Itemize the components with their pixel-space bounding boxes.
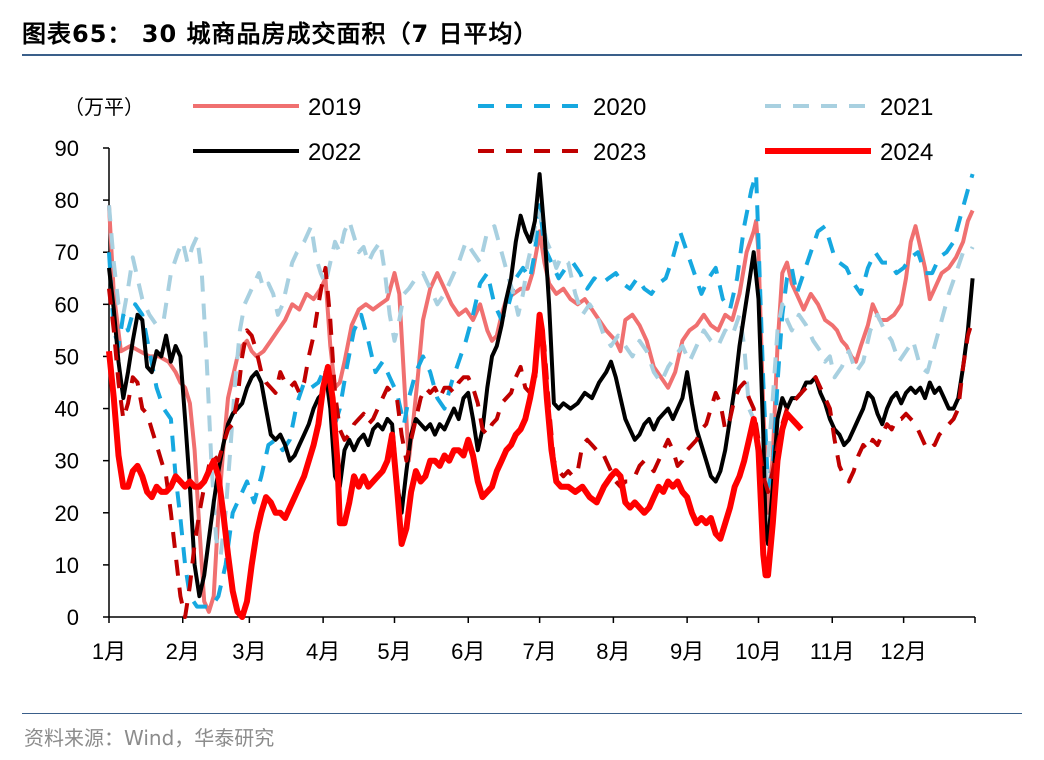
y-tick-label: 0: [67, 605, 79, 630]
y-tick-label: 10: [55, 553, 79, 578]
legend-label-2020: 2020: [593, 94, 646, 121]
x-tick-label: 11月: [810, 639, 855, 664]
x-axis: 1月 2月 3月 4月 5月 6月 7月 8月 9月 10月 11月 12月: [92, 616, 976, 664]
y-tick-label: 50: [55, 344, 79, 369]
legend-label-2019: 2019: [308, 94, 361, 121]
plot-area: [106, 172, 975, 620]
figure-title: 图表65： 30 城商品房成交面积（7 日平均）: [22, 20, 539, 48]
series-line-2019: [107, 205, 975, 614]
legend: 2019 2020 2021 2022 2023 2024: [193, 94, 933, 166]
x-tick-label: 4月: [306, 639, 340, 664]
title-divider: [22, 54, 1022, 56]
series-line-2024: [106, 311, 804, 620]
legend-label-2021: 2021: [880, 94, 933, 121]
y-tick-label: 70: [55, 240, 79, 265]
line-chart: （万平） 0 10 20 30 40 50 60 70 80 90 1月 2月 3月 4月 5月 6月 7月 8…: [55, 94, 976, 664]
y-tick-label: 90: [55, 136, 79, 161]
y-tick-label: 30: [55, 449, 79, 474]
x-tick-label: 1月: [92, 639, 126, 664]
x-tick-label: 10月: [735, 639, 781, 664]
series-line-2021: [107, 205, 975, 557]
y-tick-label: 20: [55, 501, 79, 526]
x-tick-label: 8月: [596, 639, 630, 664]
y-axis: 0 10 20 30 40 50 60 70 80 90: [55, 136, 110, 630]
x-tick-label: 6月: [451, 639, 485, 664]
legend-label-2023: 2023: [593, 139, 646, 166]
y-tick-label: 80: [55, 188, 79, 213]
x-tick-label: 2月: [166, 639, 200, 664]
x-tick-label: 5月: [377, 639, 411, 664]
unit-label: （万平）: [64, 95, 144, 119]
x-tick-label: 12月: [880, 639, 926, 664]
footer-divider: [22, 713, 1022, 714]
x-tick-label: 9月: [670, 639, 704, 664]
series-line-2022: [107, 172, 975, 599]
y-tick-label: 40: [55, 397, 79, 422]
legend-label-2024: 2024: [880, 139, 933, 166]
y-tick-label: 60: [55, 292, 79, 317]
source-note: 资料来源：Wind，华泰研究: [24, 726, 275, 750]
x-tick-label: 3月: [232, 639, 266, 664]
legend-label-2022: 2022: [308, 139, 361, 166]
x-tick-label: 7月: [522, 639, 556, 664]
